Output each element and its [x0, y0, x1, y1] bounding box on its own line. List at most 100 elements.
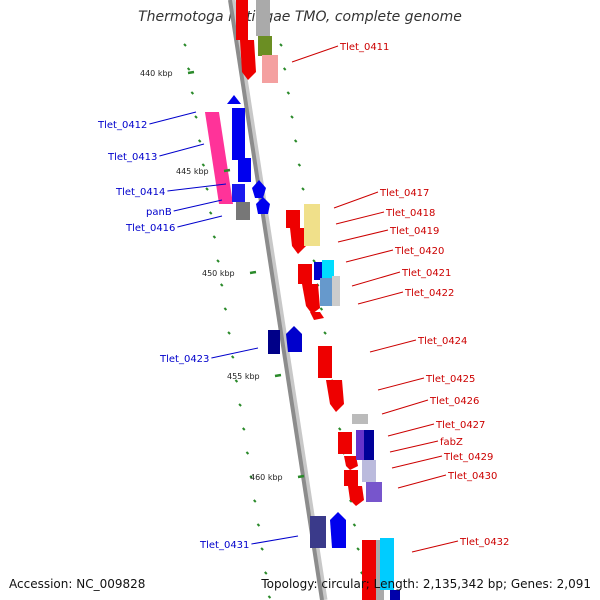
- gene-feature[interactable]: [320, 278, 334, 306]
- forward-strand-features: [236, 0, 400, 600]
- guide-dot: [245, 451, 250, 455]
- gene-feature[interactable]: [314, 262, 324, 280]
- guide-dot: [349, 499, 353, 503]
- guide-dot: [256, 523, 261, 527]
- scale-axis: 440 kbp 445 kbp 450 kbp 455 kbp 460 kbp: [140, 69, 305, 482]
- label-leader: [159, 143, 205, 157]
- gene-feature[interactable]: [344, 470, 358, 486]
- gene-feature[interactable]: [252, 180, 266, 198]
- gene-feature[interactable]: [352, 414, 368, 424]
- label-leader: [211, 347, 259, 359]
- gene-label-reverse[interactable]: Tlet_0431: [199, 540, 249, 551]
- gene-label-forward[interactable]: Tlet_0420: [394, 246, 444, 257]
- gene-label-forward[interactable]: Tlet_0418: [385, 208, 435, 219]
- gene-feature[interactable]: [310, 312, 324, 320]
- guide-dot: [201, 163, 206, 167]
- gene-feature[interactable]: [362, 460, 376, 482]
- gene-feature[interactable]: [232, 108, 245, 160]
- gene-label-forward[interactable]: fabZ: [440, 437, 463, 448]
- gene-feature[interactable]: [298, 264, 312, 284]
- label-leader: [167, 183, 227, 192]
- guide-dot: [216, 259, 220, 263]
- gene-label-forward[interactable]: Tlet_0427: [435, 420, 485, 431]
- gene-feature[interactable]: [240, 40, 256, 80]
- guide-dot: [197, 139, 202, 143]
- gene-feature[interactable]: [258, 36, 272, 56]
- gene-feature[interactable]: [256, 197, 270, 214]
- gene-feature[interactable]: [364, 430, 374, 460]
- label-leaders: [149, 45, 459, 553]
- gene-feature[interactable]: [238, 158, 251, 182]
- label-leader: [291, 45, 339, 63]
- gene-feature[interactable]: [338, 432, 352, 454]
- backbone: [228, 0, 324, 600]
- gene-label-reverse[interactable]: panB: [146, 207, 172, 218]
- gene-feature[interactable]: [348, 486, 364, 506]
- gene-feature[interactable]: [330, 512, 346, 548]
- gene-feature[interactable]: [286, 326, 302, 352]
- gene-feature[interactable]: [380, 538, 394, 590]
- gene-label-forward[interactable]: Tlet_0426: [429, 396, 479, 407]
- gene-feature[interactable]: [236, 0, 248, 40]
- gene-label-forward[interactable]: Tlet_0421: [401, 268, 451, 279]
- label-leader: [411, 540, 459, 553]
- guide-dot: [260, 547, 264, 551]
- gene-label-forward[interactable]: Tlet_0429: [443, 452, 493, 463]
- gene-label-forward[interactable]: Tlet_0422: [404, 288, 454, 299]
- gene-feature[interactable]: [322, 260, 334, 280]
- gene-feature[interactable]: [390, 590, 400, 600]
- label-leader: [251, 535, 299, 545]
- label-leader: [345, 249, 394, 263]
- guide-dot: [223, 307, 228, 311]
- gene-label-forward[interactable]: Tlet_0425: [425, 374, 475, 385]
- gene-label-reverse[interactable]: Tlet_0412: [97, 120, 147, 131]
- gene-label-reverse[interactable]: Tlet_0413: [107, 152, 157, 163]
- scale-label: 455 kbp: [227, 372, 260, 381]
- guide-dot: [194, 115, 198, 119]
- gene-feature[interactable]: [256, 0, 270, 36]
- guide-dot: [249, 475, 253, 479]
- gene-label-forward[interactable]: Tlet_0432: [459, 537, 509, 548]
- gene-feature[interactable]: [356, 430, 366, 460]
- gene-label-forward[interactable]: Tlet_0430: [447, 471, 497, 482]
- guide-dot: [242, 427, 246, 431]
- gene-label-reverse[interactable]: Tlet_0416: [125, 223, 175, 234]
- gene-label-reverse[interactable]: Tlet_0414: [115, 187, 165, 198]
- gene-feature[interactable]: [318, 346, 332, 378]
- gene-feature[interactable]: [326, 380, 344, 412]
- gene-feature[interactable]: [362, 540, 376, 600]
- label-leader: [381, 399, 429, 415]
- scale-tick: [297, 474, 305, 479]
- guide-dot: [253, 499, 257, 503]
- gene-feature[interactable]: [227, 95, 241, 104]
- gene-feature[interactable]: [304, 204, 320, 246]
- scale-tick: [274, 373, 282, 378]
- label-leader: [333, 191, 379, 209]
- accession-text: Accession: NC_009828: [9, 577, 146, 591]
- guide-dot: [290, 115, 294, 119]
- gene-label-reverse[interactable]: Tlet_0423: [159, 354, 209, 365]
- gene-feature[interactable]: [332, 276, 340, 306]
- gene-feature[interactable]: [286, 210, 300, 228]
- guide-dot: [220, 283, 224, 287]
- label-leader: [391, 455, 443, 469]
- gene-feature[interactable]: [290, 228, 306, 254]
- gene-labels: Tlet_0412 Tlet_0413 Tlet_0414 panB Tlet_0416…: [97, 42, 509, 551]
- gene-feature[interactable]: [268, 330, 280, 354]
- guide-dot: [267, 595, 272, 599]
- gene-feature[interactable]: [262, 55, 278, 83]
- gene-feature[interactable]: [302, 284, 320, 314]
- guide-dot: [227, 331, 231, 335]
- gene-feature[interactable]: [204, 112, 234, 204]
- gene-label-forward[interactable]: Tlet_0417: [379, 188, 429, 199]
- gene-feature[interactable]: [344, 456, 358, 470]
- gene-feature[interactable]: [310, 516, 326, 548]
- gene-label-forward[interactable]: Tlet_0424: [417, 336, 467, 347]
- gene-label-forward[interactable]: Tlet_0411: [339, 42, 389, 53]
- guide-dot: [212, 235, 217, 239]
- guide-dot: [323, 331, 327, 335]
- gene-feature[interactable]: [366, 482, 382, 502]
- gene-feature[interactable]: [232, 184, 245, 202]
- gene-feature[interactable]: [236, 202, 250, 220]
- gene-label-forward[interactable]: Tlet_0419: [389, 226, 439, 237]
